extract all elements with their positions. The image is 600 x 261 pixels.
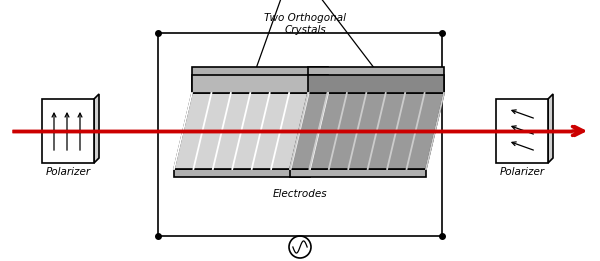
Text: Electrodes: Electrodes	[272, 189, 328, 199]
Polygon shape	[308, 75, 444, 93]
Text: Polarizer: Polarizer	[46, 167, 91, 177]
Text: Two Orthogonal
Crystals: Two Orthogonal Crystals	[264, 13, 346, 35]
Polygon shape	[192, 67, 328, 93]
Polygon shape	[308, 67, 444, 93]
Polygon shape	[174, 93, 328, 169]
Polygon shape	[548, 94, 553, 163]
Polygon shape	[496, 99, 548, 163]
Polygon shape	[192, 75, 328, 93]
Polygon shape	[290, 169, 426, 177]
Text: Polarizer: Polarizer	[499, 167, 545, 177]
Polygon shape	[42, 99, 94, 163]
Polygon shape	[174, 169, 310, 177]
Polygon shape	[290, 93, 444, 169]
Polygon shape	[94, 94, 99, 163]
